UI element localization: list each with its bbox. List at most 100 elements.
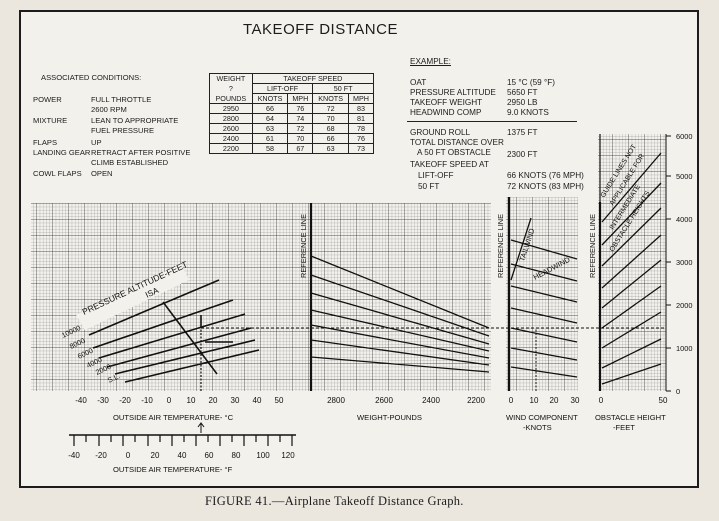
oat-c-label: OUTSIDE AIR TEMPERATURE- °C — [113, 413, 234, 422]
oat-c-tick: 20 — [209, 396, 218, 405]
oat-f-tick: -40 — [68, 451, 80, 460]
example-value: 2950 LB — [507, 98, 538, 107]
oat-f-tick: 80 — [232, 451, 241, 460]
takeoff-speed-label: TAKEOFF SPEED AT — [410, 160, 489, 169]
obstacle-tick: 0 — [599, 396, 604, 405]
table-cell: 67 — [287, 143, 314, 154]
example-label: OAT — [410, 78, 427, 87]
distance-tick: 0 — [676, 387, 680, 396]
wind-guide-line — [510, 307, 578, 324]
condition-label: LANDING GEAR — [33, 148, 91, 157]
wind-tick: 10 — [530, 396, 539, 405]
figure-caption: FIGURE 41.—Airplane Takeoff Distance Gra… — [205, 494, 464, 508]
conversion-arrow — [197, 422, 205, 433]
liftoff-value: 66 KNOTS (76 MPH) — [507, 171, 584, 180]
reference-line-label: REFERENCE LINE — [496, 214, 505, 278]
obstacle-guide-line — [601, 363, 662, 385]
oat-c-tick: -40 — [75, 396, 87, 405]
wind-guide-line — [510, 347, 578, 361]
obstacle-guide-line — [601, 207, 662, 267]
page-title: TAKEOFF DISTANCE — [243, 21, 398, 38]
condition-value: FULL THROTTLE — [91, 95, 152, 104]
weight-guide-line — [310, 324, 490, 359]
weight-tick: 2800 — [327, 396, 345, 405]
distance-tick: 2000 — [676, 301, 692, 310]
wind-axis-label: WIND COMPONENT — [506, 413, 578, 422]
condition-value: LEAN TO APPROPRIATE — [91, 116, 179, 125]
distance-tick: 4000 — [676, 215, 692, 224]
wind-tick: 30 — [571, 396, 580, 405]
oat-f-tick: -20 — [95, 451, 107, 460]
tailwind-line — [510, 217, 532, 281]
obstacle-guide-line — [601, 285, 662, 329]
oat-c-axis: -40 -30 -20 -10 0 10 20 30 40 50 — [75, 396, 284, 405]
example-label: HEADWIND COMP — [410, 108, 482, 117]
oat-c-tick: 0 — [167, 396, 172, 405]
oat-f-tick-marks — [73, 435, 293, 446]
oat-c-tick: 10 — [187, 396, 196, 405]
chart-frame: TAKEOFF DISTANCE ASSOCIATED CONDITIONS: … — [19, 10, 699, 488]
oat-f-label: OUTSIDE AIR TEMPERATURE- °F — [113, 465, 233, 474]
liftoff-label: LIFT-OFF — [418, 171, 454, 180]
ground-roll-label: GROUND ROLL — [410, 128, 471, 137]
obstacle-guide-line — [601, 338, 662, 369]
example-divider — [407, 121, 577, 122]
wind-guide-line — [510, 327, 578, 343]
distance-tick: 1000 — [676, 344, 692, 353]
weight-guide-line — [310, 309, 490, 352]
oat-f-tick: 120 — [281, 451, 295, 460]
condition-label: POWER — [33, 95, 62, 104]
reference-line-label: REFERENCE LINE — [588, 214, 597, 278]
obstacle-guide-line — [601, 152, 662, 223]
condition-value: RETRACT AFTER POSITIVE — [91, 148, 191, 157]
condition-extra: FUEL PRESSURE — [91, 126, 155, 135]
oat-f-tick: 20 — [151, 451, 160, 460]
weight-guide-line — [310, 292, 490, 345]
table-row: 2200 58 67 63 73 — [209, 143, 375, 154]
takeoff-chart: REFERENCE LINE REFERENCE LINE REFERENCE … — [31, 132, 692, 474]
obstacle-guide-line — [601, 311, 662, 349]
weight-tick: 2600 — [375, 396, 393, 405]
wind-axis-label: -KNOTS — [523, 423, 552, 432]
ground-roll-value: 1375 FT — [507, 128, 538, 137]
altitude-line-sl — [124, 349, 260, 383]
oat-c-tick: -30 — [97, 396, 109, 405]
example-path-marks — [200, 315, 233, 343]
condition-value: OPEN — [91, 169, 113, 178]
total-distance-value: 2300 FT — [507, 150, 538, 159]
weight-axis: 2800 2600 2400 2200 — [327, 396, 485, 405]
condition-label: FLAPS — [33, 138, 58, 147]
obstacle-guide-line — [601, 234, 662, 289]
altitude-line-10000 — [88, 279, 220, 336]
oat-f-tick: 40 — [178, 451, 187, 460]
example-value: 9.0 KNOTS — [507, 108, 549, 117]
table-row: 2950 66 76 72 83 — [209, 103, 375, 114]
ft50-label: 50 FT — [418, 182, 440, 191]
weight-guide-line — [310, 274, 490, 337]
oat-f-tick: 0 — [126, 451, 131, 460]
oat-c-tick: 40 — [253, 396, 262, 405]
oat-f-axis: -40 -20 0 20 40 60 80 100 120 — [68, 451, 295, 460]
example-label: TAKEOFF WEIGHT — [410, 98, 483, 107]
grid-obstacle-panel-major — [598, 134, 666, 391]
wind-guide-line — [510, 239, 578, 260]
weight-axis-label: WEIGHT-POUNDS — [357, 413, 422, 422]
obstacle-tick: 50 — [659, 396, 668, 405]
obstacle-guide-line — [601, 182, 662, 246]
example-label: PRESSURE ALTITUDE — [410, 88, 496, 97]
weight-guide-line — [310, 339, 490, 366]
condition-extra: 2600 RPM — [91, 105, 127, 114]
wind-guide-line — [510, 366, 578, 378]
obstacle-guide-line — [601, 259, 662, 309]
obstacle-axis-label: -FEET — [613, 423, 635, 432]
grid-panels — [31, 134, 666, 391]
wind-guide-line — [510, 263, 578, 282]
isa-line — [162, 301, 218, 375]
condition-label: COWL FLAPS — [33, 169, 82, 178]
example-heading: EXAMPLE: — [410, 57, 451, 66]
weight-guide-line — [310, 255, 490, 329]
altitude-line-4000 — [106, 327, 252, 368]
distance-axis: 0 1000 2000 3000 4000 5000 6000 — [665, 132, 692, 396]
grid-oat-panel-major — [31, 203, 306, 391]
oat-c-tick: 50 — [275, 396, 284, 405]
